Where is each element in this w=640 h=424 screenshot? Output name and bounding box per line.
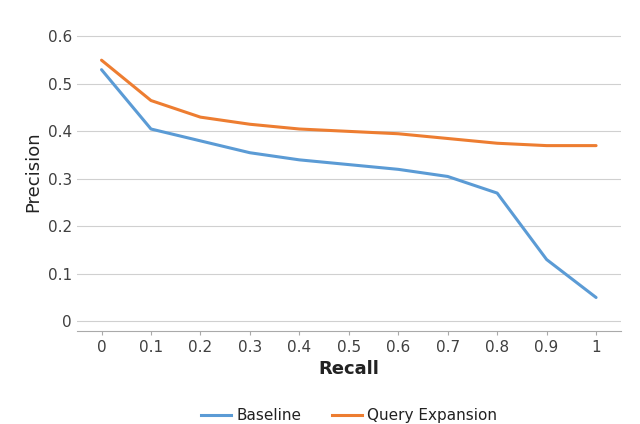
Legend: Baseline, Query Expansion: Baseline, Query Expansion [195,402,503,424]
Y-axis label: Precision: Precision [24,131,42,212]
X-axis label: Recall: Recall [318,360,380,378]
